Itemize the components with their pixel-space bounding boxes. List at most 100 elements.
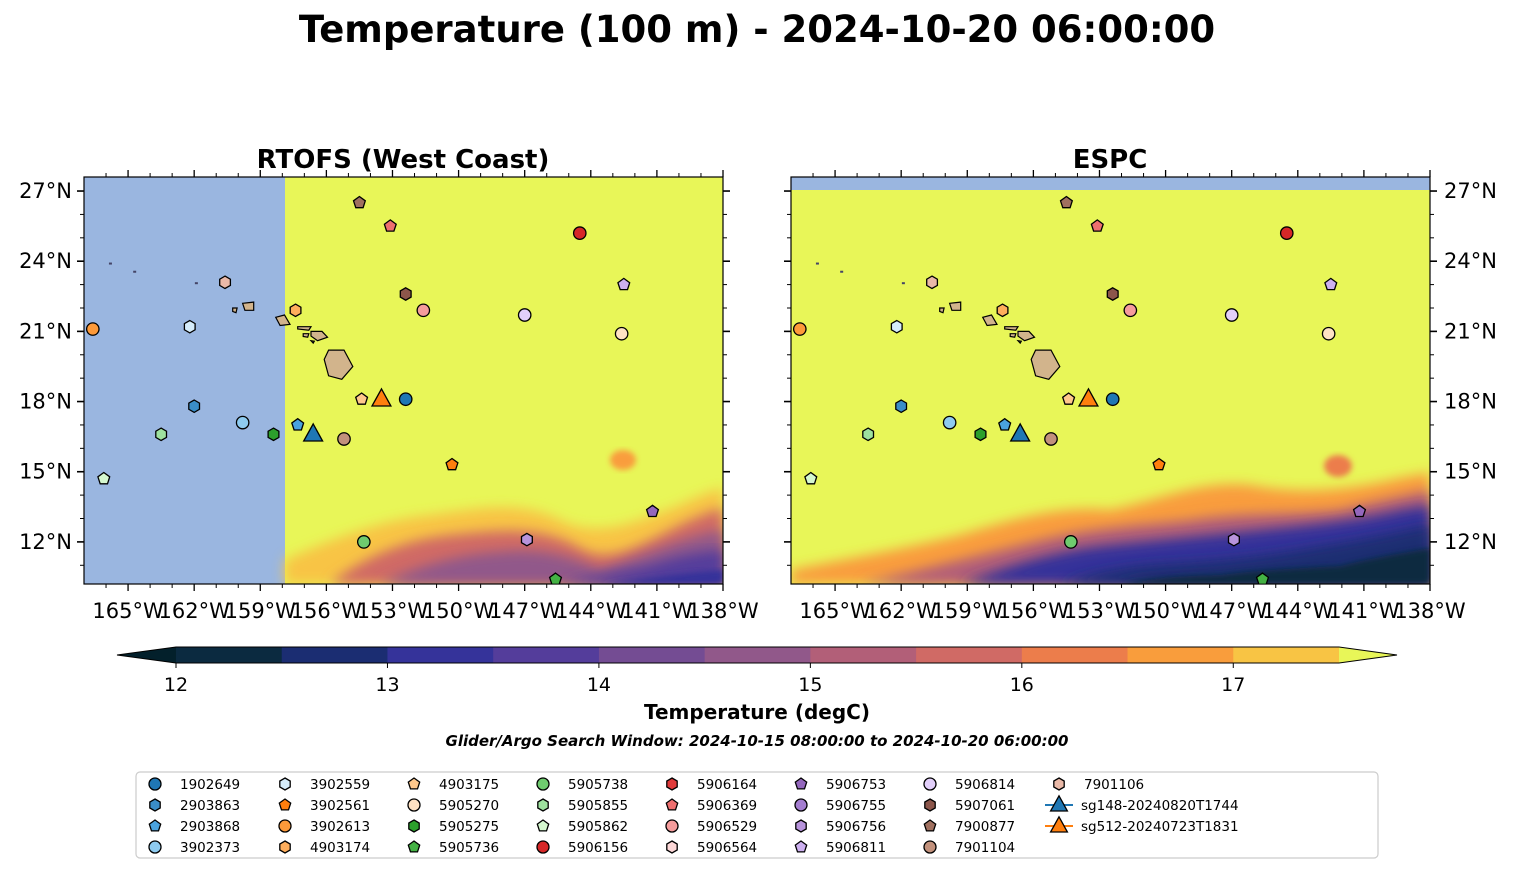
lon-tick-label: 165°W [92, 599, 164, 623]
island-molokai [1004, 326, 1020, 331]
float-marker-5906156 [572, 226, 587, 240]
legend-label: 5906164 [697, 777, 757, 793]
float-marker-7901106 [926, 275, 939, 290]
panel-title-espc: ESPC [1073, 145, 1148, 175]
legend-entry-5905270: 5905270 [407, 798, 499, 814]
legend-marker [278, 798, 292, 811]
float-marker-2903868 [998, 417, 1012, 431]
legend-entry-5906755: 5906755 [794, 798, 886, 814]
legend-marker [408, 819, 420, 833]
legend-marker [666, 777, 678, 791]
legend-label: sg512-20240723T1831 [1081, 819, 1239, 835]
legend-marker [665, 819, 679, 833]
lat-tick-label: 21°N [1444, 319, 1497, 343]
lat-tick-label: 12°N [1444, 530, 1497, 554]
float-marker-sg148-20240820T1744 [1009, 422, 1031, 442]
atoll [901, 282, 905, 285]
legend-label: 5905855 [568, 798, 628, 814]
colorbar-segment [598, 647, 706, 663]
legend-label: 5906755 [826, 798, 886, 814]
lon-tick-label: 159°W [932, 599, 1004, 623]
legend-marker [149, 798, 161, 812]
legend-marker [665, 798, 679, 811]
legend-entry-sg148-20240820T1744: sg148-20240820T1744 [1045, 794, 1239, 814]
float-marker-5905738 [356, 535, 371, 549]
colorbar: 12 13 14 15 16 17 [116, 646, 1398, 696]
float-marker-3902559 [183, 319, 196, 334]
panel-espc: ESPC 165°W162°W159°W156°W153°W150°W147°W… [784, 145, 1497, 623]
float-marker-5905736 [548, 572, 563, 584]
axis-ticks-espc: 165°W162°W159°W156°W153°W150°W147°W144°W… [784, 170, 1497, 623]
lon-tick-label: 147°W [489, 599, 561, 623]
legend-entry-3902559: 3902559 [279, 777, 370, 793]
float-marker-2903863 [188, 399, 201, 414]
lat-tick-label: 12°N [19, 530, 72, 554]
legend-entry-3902613: 3902613 [278, 819, 370, 835]
colorbar-segment [916, 647, 1023, 663]
colorbar-segment [387, 647, 494, 663]
legend-entry-5906164: 5906164 [666, 777, 757, 793]
legend-marker [794, 840, 808, 853]
legend-label: 2903868 [180, 819, 240, 835]
cool-water-band [791, 455, 1430, 584]
legend-box [135, 771, 1379, 859]
map-frame-espc [790, 176, 1431, 585]
float-marker-5906156 [1279, 226, 1294, 240]
legend-entry-2903868: 2903868 [148, 819, 240, 835]
island-maui [1017, 330, 1036, 342]
island-hawaii [1030, 349, 1061, 380]
float-marker-sg512-20240723T1831 [1077, 387, 1099, 407]
float-marker-3902613 [85, 322, 100, 336]
legend-entry-2903863: 2903863 [149, 798, 240, 814]
float-marker-sg148-20240820T1744 [302, 422, 324, 442]
legend-label: 5906753 [826, 777, 886, 793]
float-marker-3902561 [1152, 457, 1166, 471]
lon-tick-label: 138°W [1394, 599, 1466, 623]
float-marker-5905275 [267, 427, 280, 442]
legend-entry-7901104: 7901104 [923, 840, 1015, 856]
colorbar-segment [176, 647, 283, 663]
float-marker-5907061 [1106, 287, 1119, 301]
island-kahoolawe [1016, 339, 1023, 345]
legend-label: 3902613 [310, 819, 370, 835]
float-marker-5906756 [1227, 532, 1240, 547]
atoll [815, 262, 819, 265]
lon-tick-label: 141°W [1328, 599, 1400, 623]
legend-label: 5905270 [439, 798, 499, 814]
lon-tick-label: 138°W [687, 599, 759, 623]
legend-entry-5906529: 5906529 [665, 819, 757, 835]
legend-marker [279, 777, 291, 791]
float-marker-sg512-20240723T1831 [370, 387, 392, 407]
colorbar-segment [1127, 647, 1234, 663]
legend-marker [1053, 777, 1065, 791]
legend-label: 5907061 [955, 798, 1015, 814]
legend-label: 5906369 [697, 798, 757, 814]
map-rtofs [84, 177, 723, 584]
colorbar-tick-label: 13 [375, 674, 399, 696]
float-marker-4903175 [354, 392, 369, 405]
legend-label: 5905275 [439, 819, 499, 835]
lon-tick-label: 159°W [225, 599, 297, 623]
lon-tick-label: 141°W [621, 599, 693, 623]
colorbar-tick-label: 14 [587, 674, 611, 696]
no-data-area [84, 177, 285, 584]
panel-title-rtofs: RTOFS (West Coast) [257, 145, 550, 175]
legend-marker [407, 798, 421, 812]
legend-label: 5906814 [955, 777, 1015, 793]
float-marker-5906753 [1352, 504, 1367, 518]
lat-tick-label: 24°N [1444, 249, 1497, 273]
colorbar-segment [493, 647, 600, 663]
float-marker-5905275 [974, 427, 987, 442]
legend-label: 3902559 [310, 777, 370, 793]
legend-marker [1049, 815, 1069, 833]
float-marker-5906369 [383, 219, 397, 232]
atoll [194, 282, 198, 285]
axis-ticks-rtofs: 165°W162°W159°W156°W153°W150°W147°W144°W… [19, 170, 759, 623]
island-kauai [948, 301, 962, 311]
float-marker-7901106 [219, 275, 232, 290]
float-marker-4903174 [289, 303, 302, 318]
legend-label: 4903175 [439, 777, 499, 793]
search-window-subtitle: Glider/Argo Search Window: 2024-10-15 08… [446, 732, 1069, 750]
